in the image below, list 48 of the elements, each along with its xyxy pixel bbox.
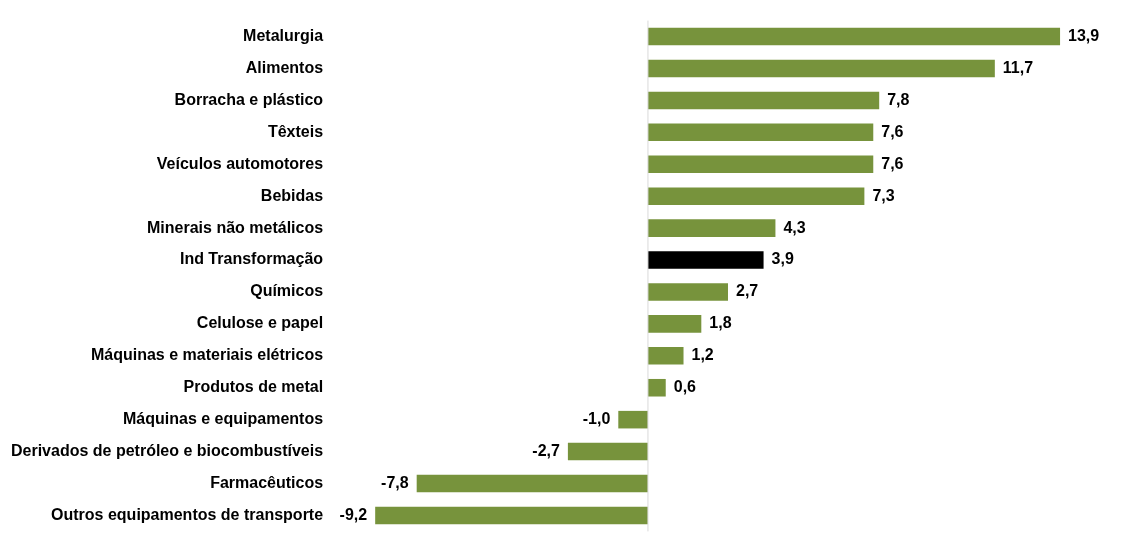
data-label: -2,7 xyxy=(532,441,560,459)
data-label: 0,6 xyxy=(673,378,697,396)
y-tick-label: Alimentos xyxy=(245,58,324,76)
data-label: 2,7 xyxy=(736,282,759,300)
bar xyxy=(647,27,1061,46)
data-label: -7,8 xyxy=(381,473,409,491)
bar xyxy=(647,59,995,78)
data-label: 7,6 xyxy=(881,122,904,140)
y-tick-label: Químicos xyxy=(250,282,324,300)
bar xyxy=(647,347,684,365)
y-tick-label: Borracha e plástico xyxy=(174,90,324,108)
y-tick-label: Bebidas xyxy=(260,186,324,204)
data-label: 7,3 xyxy=(872,186,895,204)
y-tick-label: Derivados de petróleo e biocombustíveis xyxy=(10,441,324,459)
data-label: -1,0 xyxy=(582,410,611,428)
bar xyxy=(647,315,702,333)
y-tick-label: Farmacêuticos xyxy=(210,473,324,491)
y-tick-label: Celulose e papel xyxy=(196,314,324,332)
y-tick-label: Veículos automotores xyxy=(156,154,324,172)
bar xyxy=(647,283,728,301)
bar xyxy=(647,187,865,205)
y-tick-label: Têxteis xyxy=(267,122,324,140)
data-label: 7,8 xyxy=(887,90,910,108)
y-tick-label: Minerais não metálicos xyxy=(147,218,324,236)
data-label: 1,8 xyxy=(709,314,732,332)
bar xyxy=(647,91,880,110)
bar xyxy=(647,123,874,142)
y-tick-label: Ind Transformação xyxy=(179,250,324,268)
bar xyxy=(618,410,648,429)
data-label: 1,2 xyxy=(691,346,714,364)
data-label: 11,7 xyxy=(1002,58,1034,76)
y-tick-label: Produtos de metal xyxy=(183,378,324,396)
bar xyxy=(647,251,764,269)
bar xyxy=(375,506,648,525)
bar xyxy=(647,219,776,237)
data-label: 7,6 xyxy=(881,154,904,172)
y-tick-label: Outros equipamentos de transporte xyxy=(51,505,324,523)
bar xyxy=(647,378,666,397)
bar xyxy=(567,442,648,461)
data-label: -9,2 xyxy=(339,505,368,523)
data-label: 3,9 xyxy=(771,250,794,268)
bar xyxy=(647,155,874,174)
bar xyxy=(416,474,648,493)
y-tick-label: Máquinas e materiais elétricos xyxy=(90,346,324,364)
y-tick-label: Máquinas e equipamentos xyxy=(123,410,324,428)
data-label: 13,9 xyxy=(1068,26,1100,44)
data-label: 4,3 xyxy=(783,218,806,236)
y-tick-label: Metalurgia xyxy=(243,26,324,44)
